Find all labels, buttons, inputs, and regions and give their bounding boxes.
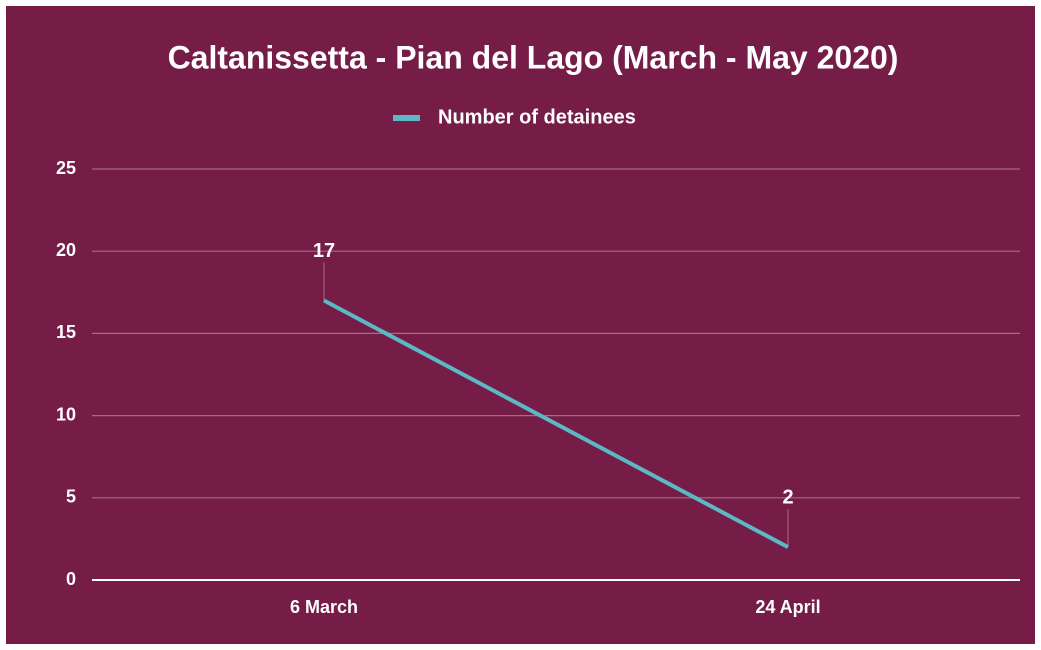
y-tick-label: 20 <box>56 240 76 260</box>
series-line <box>323 298 789 549</box>
x-tick-label: 6 March <box>290 597 358 617</box>
x-tick-label: 24 April <box>755 597 820 617</box>
data-label: 17 <box>313 240 335 262</box>
y-tick-label: 0 <box>66 569 76 589</box>
y-tick-label: 10 <box>56 404 76 424</box>
y-tick-label: 5 <box>66 487 76 507</box>
chart-title: Caltanissetta - Pian del Lago (March - M… <box>168 39 899 75</box>
data-label: 2 <box>782 486 793 508</box>
y-tick-label: 25 <box>56 158 76 178</box>
legend-label: Number of detainees <box>438 106 636 128</box>
chart-background <box>6 6 1035 644</box>
y-tick-label: 15 <box>56 322 76 342</box>
